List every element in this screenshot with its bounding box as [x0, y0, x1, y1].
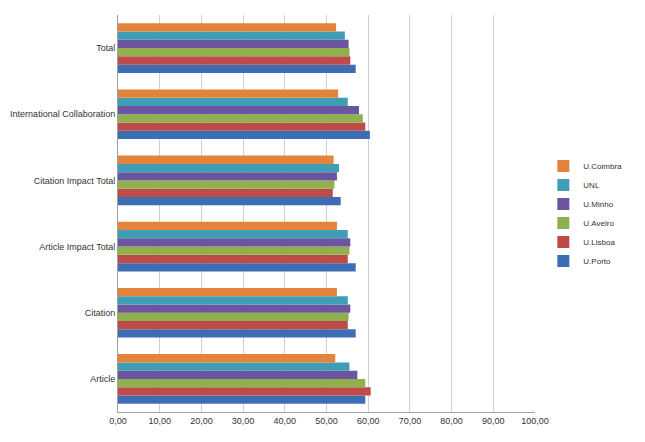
svg-text:UNL: UNL — [583, 181, 600, 190]
svg-text:Total: Total — [96, 43, 115, 53]
svg-text:Article Impact Total: Article Impact Total — [39, 242, 115, 252]
svg-text:U.Minho: U.Minho — [583, 200, 613, 209]
svg-text:U.Coimbra: U.Coimbra — [583, 162, 622, 171]
svg-text:50,00: 50,00 — [315, 416, 338, 426]
svg-text:80,00: 80,00 — [440, 416, 463, 426]
svg-text:100,00: 100,00 — [521, 416, 549, 426]
svg-text:Citation: Citation — [85, 308, 116, 318]
svg-text:30,00: 30,00 — [232, 416, 255, 426]
svg-text:International Collaboration: International Collaboration — [10, 109, 115, 119]
svg-text:Article: Article — [90, 374, 115, 384]
svg-text:60,00: 60,00 — [357, 416, 380, 426]
svg-text:U.Aveiro: U.Aveiro — [583, 219, 614, 228]
svg-text:U.Lisboa: U.Lisboa — [583, 238, 615, 247]
svg-text:10,00: 10,00 — [148, 416, 171, 426]
svg-text:0,00: 0,00 — [109, 416, 127, 426]
svg-text:U.Porto: U.Porto — [583, 257, 611, 266]
svg-text:90,00: 90,00 — [482, 416, 505, 426]
svg-text:40,00: 40,00 — [274, 416, 297, 426]
svg-text:Citation Impact Total: Citation Impact Total — [34, 176, 115, 186]
svg-text:20,00: 20,00 — [190, 416, 213, 426]
svg-text:70,00: 70,00 — [399, 416, 422, 426]
